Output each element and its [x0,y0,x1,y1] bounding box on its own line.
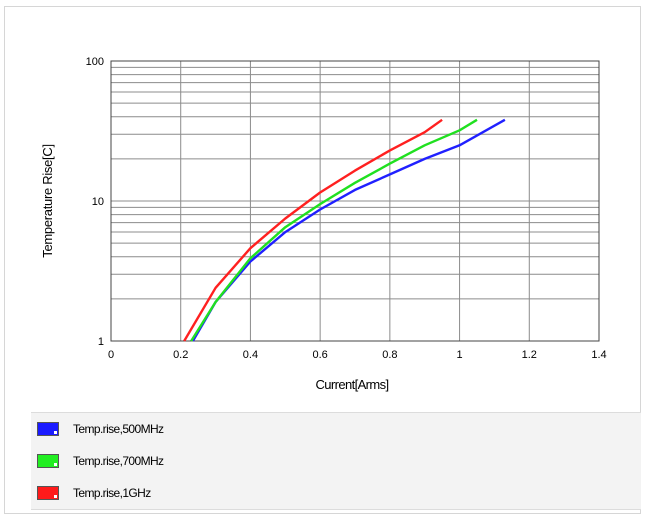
legend-item-500mhz[interactable]: Temp.rise,500MHz [37,419,164,439]
y-tick-label: 1 [98,336,104,348]
x-tick-label: 1.2 [522,349,537,361]
x-tick-label: 0.4 [243,349,258,361]
legend-swatch-500mhz [37,422,59,436]
legend-swatch-1ghz [37,486,59,500]
series-line-0 [191,118,506,342]
x-tick-label: 0.2 [173,349,188,361]
series-line-2 [183,118,443,342]
legend-label-1ghz: Temp.rise,1GHz [73,486,151,500]
legend-label-700mhz: Temp.rise,700MHz [73,454,164,468]
grid [111,61,599,341]
y-axis-label: Temperature Rise[C] [40,144,55,258]
legend-item-1ghz[interactable]: Temp.rise,1GHz [37,483,151,503]
series-line-1 [190,118,478,342]
legend: Temp.rise,500MHz Temp.rise,700MHz Temp.r… [31,412,641,510]
x-tick-label: 1.4 [591,349,606,361]
y-tick-label: 100 [86,56,104,68]
x-tick-label: 0.6 [312,349,327,361]
tick-labels: 0 0.2 0.4 0.6 0.8 1 1.2 1.4 1 10 100 [86,56,607,361]
x-axis-label: Current[Arms] [315,377,388,392]
x-tick-label: 1 [457,349,463,361]
x-tick-label: 0 [108,349,114,361]
y-tick-label: 10 [92,196,104,208]
x-tick-label: 0.8 [382,349,397,361]
legend-item-700mhz[interactable]: Temp.rise,700MHz [37,451,164,471]
legend-swatch-700mhz [37,454,59,468]
series-lines [183,118,506,342]
plot-frame [110,60,600,342]
legend-label-500mhz: Temp.rise,500MHz [73,422,164,436]
